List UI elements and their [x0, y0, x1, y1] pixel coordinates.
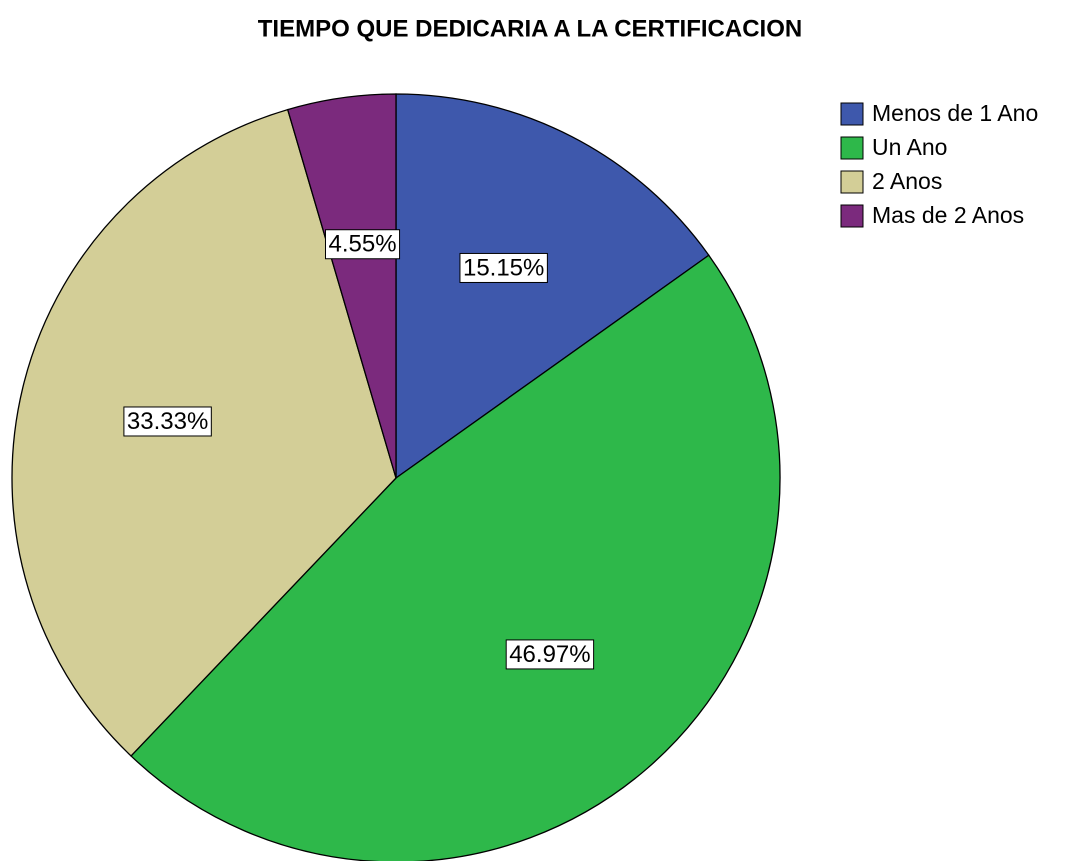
pie-slice [130, 254, 781, 861]
data-label: 33.33% [127, 408, 208, 435]
data-label: 46.97% [509, 641, 590, 668]
legend-swatch [840, 204, 864, 228]
data-label: 4.55% [328, 231, 396, 258]
chart-title: TIEMPO QUE DEDICARIA A LA CERTIFICACION [258, 15, 802, 42]
legend-label: Mas de 2 Anos [872, 202, 1024, 228]
legend-swatch [840, 136, 864, 160]
data-label-box [324, 229, 401, 260]
data-label-box [505, 639, 595, 670]
legend-label: Un Ano [872, 134, 947, 160]
legend-swatch [840, 102, 864, 126]
data-label: 15.15% [463, 254, 544, 281]
legend-label: 2 Anos [872, 168, 942, 194]
legend-swatch [840, 170, 864, 194]
data-label-box [123, 406, 212, 437]
legend-label: Menos de 1 Ano [872, 100, 1038, 126]
pie-slice [286, 93, 397, 479]
pie-slice [395, 93, 710, 480]
data-label-box [459, 252, 548, 283]
